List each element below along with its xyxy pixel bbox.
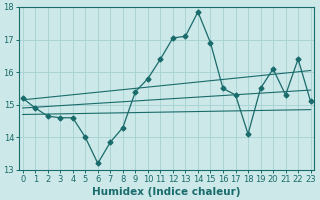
X-axis label: Humidex (Indice chaleur): Humidex (Indice chaleur) (92, 187, 241, 197)
